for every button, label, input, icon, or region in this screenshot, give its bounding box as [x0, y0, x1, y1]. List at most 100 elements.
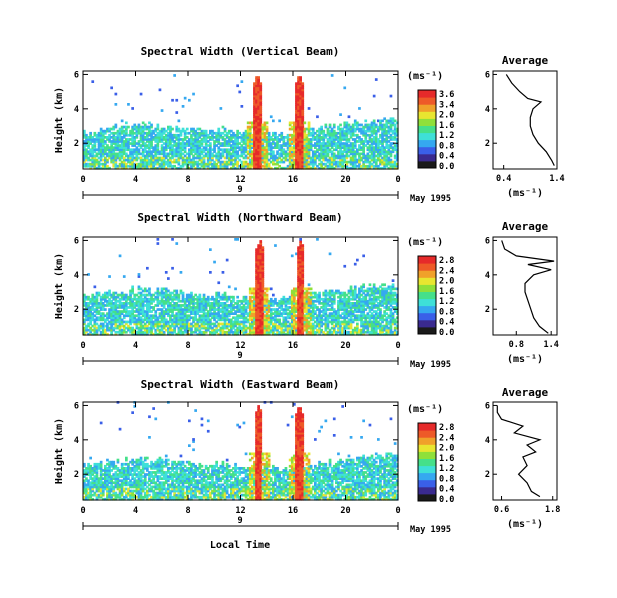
- heatmap-cell: [372, 127, 376, 131]
- heatmap-cell: [337, 146, 340, 149]
- heatmap-cell: [282, 152, 286, 156]
- heatmap-cell: [93, 328, 97, 332]
- heatmap-cell: [320, 320, 323, 324]
- heatmap-cell: [274, 244, 277, 247]
- heatmap-cell: [299, 302, 302, 305]
- heatmap-cell: [91, 144, 95, 147]
- heatmap-cell: [341, 160, 344, 164]
- heatmap-cell: [293, 133, 296, 137]
- heatmap-cell: [148, 131, 151, 135]
- heatmap-cell: [301, 271, 305, 274]
- heatmap-cell: [290, 142, 294, 145]
- heatmap-cell: [330, 164, 334, 168]
- heatmap-cell: [206, 302, 210, 305]
- heatmap-cell: [257, 78, 260, 81]
- colorbar-tick-label: 3.6: [439, 90, 454, 100]
- heatmap-cell: [324, 324, 328, 328]
- heatmap-cell: [83, 133, 86, 137]
- heatmap-cell: [253, 316, 256, 320]
- heatmap-cell: [217, 140, 221, 143]
- heatmap-cell: [297, 299, 300, 303]
- heatmap-cell: [118, 330, 122, 334]
- heatmap-cell: [89, 310, 92, 313]
- heatmap-cell: [188, 131, 191, 135]
- heatmap-cell: [177, 152, 181, 156]
- heatmap-cell: [131, 136, 134, 139]
- heatmap-cell: [301, 138, 305, 141]
- heatmap-cell: [120, 322, 124, 326]
- heatmap-cell: [251, 328, 254, 332]
- heatmap-cell: [364, 154, 368, 158]
- heatmap-cell: [135, 326, 139, 330]
- heatmap-cell: [131, 328, 134, 332]
- heatmap-cell: [253, 86, 256, 90]
- heatmap-cell: [353, 127, 357, 131]
- heatmap-cell: [248, 304, 252, 307]
- heatmap-cell: [190, 316, 193, 320]
- heatmap-cell: [181, 127, 185, 131]
- heatmap-cell: [290, 332, 294, 336]
- heatmap-cell: [185, 326, 189, 330]
- heatmap-cell: [230, 326, 233, 330]
- heatmap-cell: [232, 148, 235, 152]
- colorbar-segment: [418, 146, 436, 155]
- heatmap-cell: [137, 316, 141, 320]
- heatmap-cell: [95, 138, 99, 141]
- heatmap-cell: [83, 322, 86, 326]
- heatmap-cell: [301, 312, 305, 315]
- heatmap-cell: [190, 162, 193, 166]
- heatmap-cell: [242, 146, 246, 149]
- heatmap-cell: [389, 166, 393, 170]
- heatmap-cell: [202, 297, 206, 301]
- heatmap-cell: [299, 82, 302, 85]
- heatmap-cell: [261, 320, 265, 324]
- heatmap-cell: [303, 328, 307, 332]
- heatmap-cell: [324, 295, 328, 299]
- heatmap-cell: [120, 154, 124, 158]
- heatmap-cell: [335, 160, 338, 164]
- heatmap-cell: [276, 330, 279, 334]
- heatmap-cell: [295, 125, 298, 129]
- heatmap-cell: [122, 166, 126, 170]
- heatmap-cell: [395, 156, 399, 160]
- heatmap-cell: [120, 306, 124, 309]
- heatmap-cell: [114, 306, 118, 309]
- heatmap-cell: [225, 297, 229, 301]
- heatmap-cell: [156, 131, 160, 135]
- heatmap-cell: [171, 291, 174, 295]
- heatmap-cell: [110, 332, 113, 336]
- heatmap-cell: [181, 140, 185, 143]
- heatmap-cell: [286, 146, 290, 149]
- heatmap-cell: [232, 304, 235, 307]
- heatmap-cell: [217, 306, 221, 309]
- heatmap-cell: [95, 154, 99, 158]
- heatmap-cell: [259, 254, 263, 258]
- heatmap-cell: [129, 291, 132, 295]
- heatmap-cell: [265, 304, 269, 307]
- heatmap-cell: [360, 158, 363, 162]
- heatmap-cell: [225, 306, 229, 309]
- heatmap-cell: [83, 162, 86, 166]
- heatmap-cell: [116, 131, 120, 135]
- heatmap-cell: [152, 162, 155, 166]
- heatmap-cell: [290, 162, 294, 166]
- heatmap-cell: [248, 129, 252, 133]
- heatmap-cell: [131, 164, 134, 168]
- heatmap-cell: [194, 140, 197, 143]
- heatmap-cell: [122, 164, 126, 168]
- heatmap-cell: [284, 302, 288, 305]
- heatmap-cell: [299, 277, 302, 280]
- heatmap-cell: [101, 140, 105, 143]
- heatmap-cell: [280, 312, 284, 315]
- heatmap-cell: [257, 320, 260, 324]
- heatmap-cell: [385, 162, 389, 166]
- heatmap-cell: [91, 316, 95, 320]
- heatmap-cell: [259, 271, 263, 274]
- heatmap-cell: [152, 299, 155, 303]
- heatmap-cell: [143, 160, 147, 164]
- heatmap-cell: [217, 127, 221, 131]
- heatmap-cell: [297, 94, 300, 98]
- heatmap-cell: [139, 306, 143, 309]
- heatmap-cell: [112, 302, 116, 305]
- heatmap-cell: [387, 129, 391, 133]
